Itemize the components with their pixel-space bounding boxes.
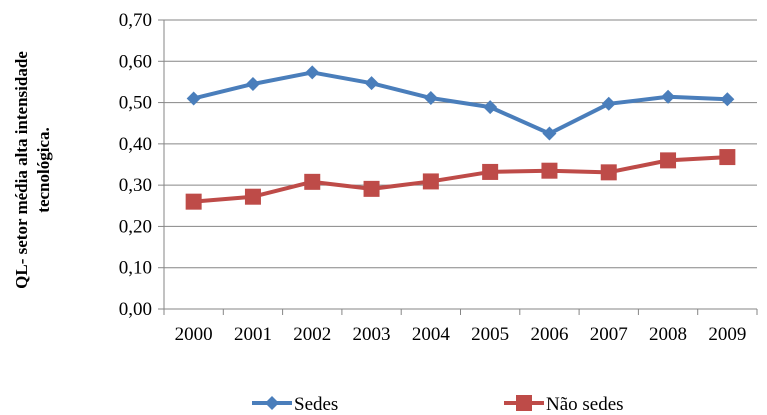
- x-tick-label: 2001: [234, 324, 272, 345]
- data-point-marker: [305, 65, 320, 80]
- gridlines: [164, 19, 757, 269]
- data-point-marker: [542, 126, 557, 141]
- legend-label: Não sedes: [546, 394, 624, 415]
- data-point-marker: [363, 180, 380, 197]
- series-line: [193, 155, 728, 204]
- x-tick-label: 2008: [649, 324, 687, 345]
- data-point-marker: [186, 91, 201, 106]
- data-point-marker: [601, 96, 616, 111]
- series-2: [185, 149, 736, 210]
- y-tick-label: 0,70: [119, 10, 152, 31]
- y-axis-label-line-1: QL- setor média alta intensidade: [12, 51, 31, 289]
- x-tick-label: 2002: [293, 324, 331, 345]
- data-point-marker: [483, 100, 498, 115]
- data-point-marker: [661, 89, 676, 104]
- data-point-marker: [304, 173, 321, 190]
- y-tick-label: 0,40: [119, 134, 152, 155]
- data-point-marker: [364, 76, 379, 91]
- legend-item-1: Sedes: [252, 394, 338, 415]
- axes: [158, 19, 758, 315]
- x-tick-label: 2003: [353, 324, 391, 345]
- y-axis-label-line-2: tecnológica.: [34, 127, 53, 212]
- data-point-marker: [719, 149, 736, 166]
- data-point-marker: [660, 152, 677, 169]
- y-tick-label: 0,00: [119, 299, 152, 320]
- legend-item-2: Não sedes: [504, 394, 624, 415]
- x-tick-label: 2007: [590, 324, 628, 345]
- data-point-marker: [185, 193, 202, 210]
- data-point-marker: [541, 162, 558, 179]
- series-1: [186, 65, 735, 141]
- data-point-marker: [244, 188, 261, 205]
- y-tick-labels: 0,00 0,10 0,20 0,30 0,40 0,50 0,60 0,70: [119, 10, 152, 320]
- legend: Sedes Não sedes: [252, 394, 624, 415]
- data-point-marker: [265, 396, 279, 410]
- series-line: [193, 70, 728, 136]
- y-tick-label: 0,10: [119, 258, 152, 279]
- x-tick-label: 2005: [471, 324, 509, 345]
- x-tick-label: 2006: [530, 324, 568, 345]
- data-point-marker: [516, 395, 532, 411]
- x-tick-labels: 2000 2001 2002 2003 2004 2005 2006 2007 2008 2009: [175, 324, 747, 345]
- data-point-marker: [720, 92, 735, 107]
- data-point-marker: [423, 91, 438, 106]
- data-point-marker: [245, 76, 260, 91]
- series-layer: [185, 65, 736, 210]
- x-tick-label: 2000: [175, 324, 213, 345]
- x-tick-label: 2004: [412, 324, 451, 345]
- data-point-marker: [422, 173, 439, 190]
- y-tick-label: 0,30: [119, 175, 152, 196]
- y-tick-label: 0,50: [119, 93, 152, 114]
- y-tick-label: 0,20: [119, 216, 152, 237]
- legend-label: Sedes: [294, 394, 338, 415]
- data-point-marker: [482, 163, 499, 180]
- x-tick-label: 2009: [708, 324, 746, 345]
- y-tick-label: 0,60: [119, 51, 152, 72]
- data-point-marker: [600, 164, 617, 181]
